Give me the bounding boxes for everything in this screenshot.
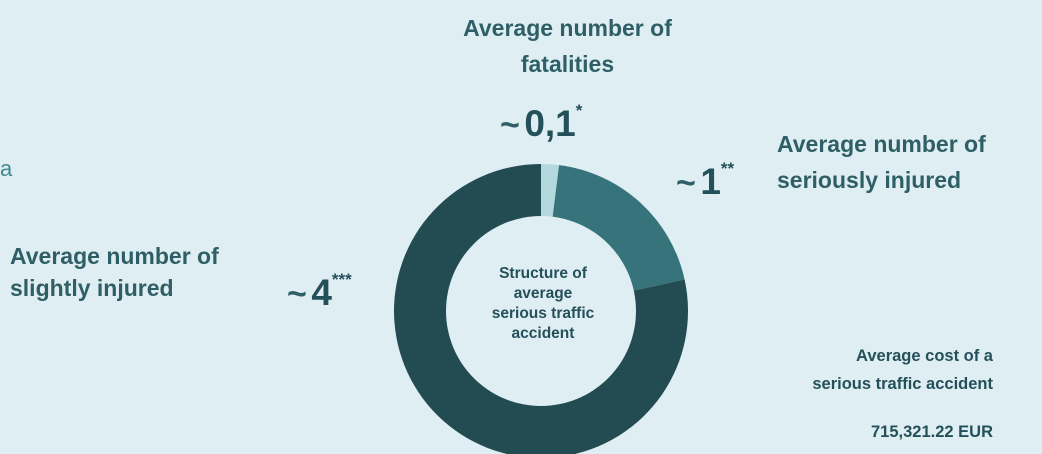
donut-hole [446, 216, 636, 406]
slightly-number: 4*** [311, 270, 352, 313]
slightly-footnote: *** [331, 270, 352, 289]
fatalities-value: ~ 0,1* [500, 101, 583, 145]
slightly-title: Average number of slightly injured [10, 242, 219, 303]
slightly-title-line-1: Average number of [10, 243, 219, 269]
fatalities-title: Average number of fatalities [400, 14, 735, 79]
fatalities-number: 0,1* [524, 101, 583, 144]
fatalities-title-line-2: fatalities [520, 51, 615, 77]
cost-title-line-1: Average cost of a [856, 347, 993, 365]
fatalities-footnote: * [575, 101, 583, 120]
cost-value: 715,321.22 EUR [870, 423, 993, 441]
slightly-tilde: ~ [287, 275, 307, 313]
edge-text-fragment: a [0, 156, 13, 181]
fatalities-tilde: ~ [500, 106, 520, 144]
seriously-value: ~ 1** [676, 159, 735, 203]
center-label-line-3: serious traffic [491, 305, 595, 322]
seriously-title-line-1: Average number of [777, 131, 986, 157]
cost-block: Average cost of a serious traffic accide… [700, 342, 993, 446]
center-label-line-2: average [513, 285, 573, 302]
slightly-value: ~ 4*** [287, 270, 352, 314]
seriously-footnote: ** [720, 159, 735, 178]
slightly-title-line-2: slightly injured [10, 275, 174, 301]
fatalities-title-line-1: Average number of [463, 15, 672, 41]
seriously-number: 1** [700, 159, 735, 202]
seriously-title-line-2: seriously injured [777, 167, 962, 193]
center-label-line-1: Structure of [499, 265, 587, 282]
cost-title-line-2: serious traffic accident [812, 375, 993, 393]
seriously-tilde: ~ [676, 164, 696, 202]
donut-center-label: Structure of average serious traffic acc… [448, 264, 638, 344]
center-label-line-4: accident [511, 325, 575, 342]
seriously-title: Average number of seriously injured [777, 130, 986, 195]
